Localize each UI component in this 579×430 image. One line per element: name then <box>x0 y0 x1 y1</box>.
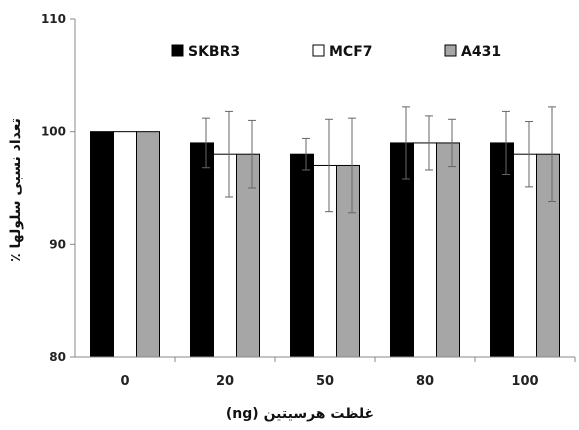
legend-label-mcf7: MCF7 <box>329 44 373 60</box>
bar-a431-20 <box>236 153 260 358</box>
bar-skbr3-20 <box>190 142 214 358</box>
bar-skbr3-0 <box>90 131 114 358</box>
legend-label-skbr3: SKBR3 <box>188 44 240 60</box>
bar-a431-0 <box>136 131 160 358</box>
x-tick-label: 0 <box>120 374 129 389</box>
bar-skbr3-80 <box>390 142 414 358</box>
bar-a431-80 <box>436 142 460 358</box>
x-tick-label: 20 <box>216 374 234 389</box>
y-ticks: 80 90 100 110 <box>41 12 75 364</box>
x-tick-label: 100 <box>511 374 538 389</box>
y-tick-label: 80 <box>49 350 66 364</box>
legend-swatch-skbr3 <box>171 44 184 57</box>
y-tick-label: 100 <box>41 125 66 139</box>
y-tick-label: 110 <box>41 12 66 26</box>
x-tick-label: 50 <box>316 374 334 389</box>
bar-mcf7-50 <box>313 164 337 358</box>
legend-label-a431: A431 <box>461 44 501 60</box>
bar-skbr3-50 <box>290 153 314 358</box>
legend: SKBR3 MCF7 A431 <box>171 44 501 60</box>
bar-a431-100 <box>536 153 560 358</box>
bar-mcf7-0 <box>113 131 137 358</box>
legend-swatch-mcf7 <box>312 44 325 57</box>
axes-layer <box>74 19 575 358</box>
bar-mcf7-20 <box>213 153 237 358</box>
bar-a431-50 <box>336 164 360 358</box>
x-ticks: 0 20 50 80 100 <box>120 357 576 389</box>
bar-mcf7-80 <box>413 142 437 358</box>
x-axis-label: غلظت هرسیتین (ng) <box>226 406 374 422</box>
error-bars-layer <box>202 106 556 214</box>
bar-mcf7-100 <box>513 153 537 358</box>
x-tick-label: 80 <box>416 374 434 389</box>
legend-swatch-a431 <box>444 44 457 57</box>
bar-skbr3-100 <box>490 142 514 358</box>
bars-layer <box>90 131 560 358</box>
y-axis-label: ٪ تعداد نسبی سلولها <box>8 118 24 262</box>
y-tick-label: 90 <box>49 237 66 251</box>
